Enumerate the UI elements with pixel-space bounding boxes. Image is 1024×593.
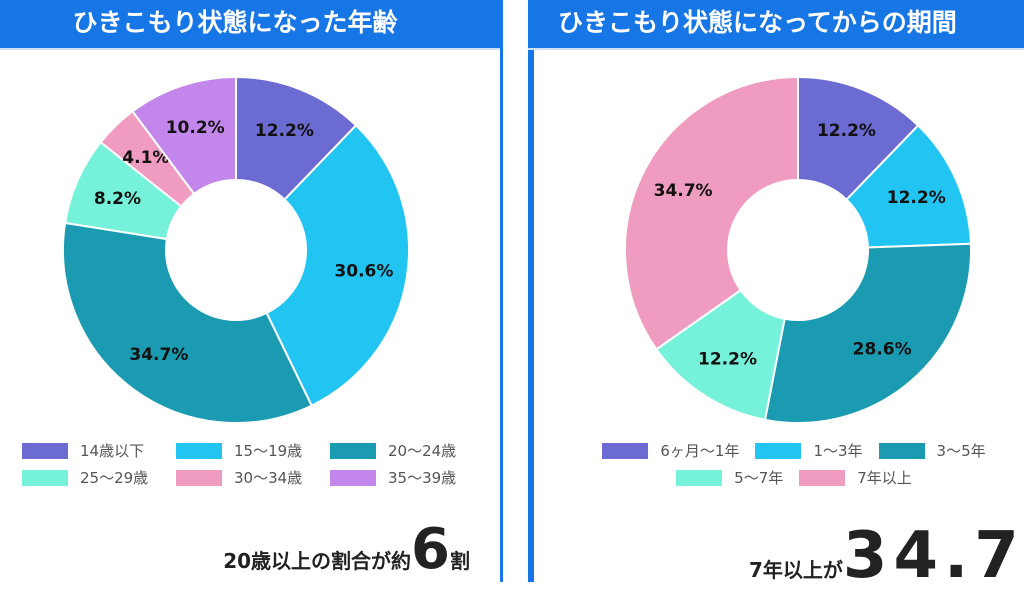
slice-1 <box>845 124 972 249</box>
legend-label: 5〜7年 <box>734 469 784 487</box>
legend-item: 15〜19歳 <box>176 440 314 461</box>
slice-2 <box>62 221 313 424</box>
summary-suffix: 割 <box>450 549 470 573</box>
duration-chart-panel: ひきこもり状態になってからの期間 12.2% 12.2% 28.6% 12.2% 34.… <box>528 0 1024 588</box>
legend-item: 30〜34歳 <box>176 467 314 488</box>
slice-2 <box>763 242 972 424</box>
legend-swatch <box>602 442 649 459</box>
summary-prefix: 7年以上が <box>749 558 843 582</box>
slice-0 <box>797 75 920 202</box>
data-label: 12.2% <box>698 350 757 370</box>
legend-swatch <box>330 469 376 486</box>
data-label: 4.1% <box>122 148 169 168</box>
summary: 20歳以上の割合が約6割 <box>223 522 470 578</box>
chart-title: ひきこもり状態になった年齢 <box>0 0 500 50</box>
legend-label: 3〜5年 <box>936 442 986 460</box>
slice-1 <box>265 123 410 407</box>
data-label: 12.2% <box>887 188 946 208</box>
legend-label: 25〜29歳 <box>80 469 149 487</box>
legend-swatch <box>22 442 68 459</box>
legend-swatch <box>176 442 222 459</box>
legend-item: 5〜7年 <box>676 467 783 488</box>
data-label: 12.2% <box>255 121 314 141</box>
legend-label: 7年以上 <box>857 469 912 487</box>
data-label: 8.2% <box>94 189 141 209</box>
slice-3 <box>654 288 786 421</box>
data-label: 34.7% <box>129 345 188 365</box>
legend-item: 7年以上 <box>799 467 912 488</box>
legend-swatch <box>22 469 68 486</box>
duration-donut-chart: 12.2% 12.2% 28.6% 12.2% 34.7% <box>624 75 972 424</box>
legend-swatch <box>755 442 802 459</box>
slice-4 <box>624 75 799 351</box>
legend: 14歳以下 15〜19歳 20〜24歳 25〜29歳 30〜34歳 35〜39歳 <box>0 440 500 488</box>
legend-label: 6ヶ月〜1年 <box>660 442 740 460</box>
legend-label: 35〜39歳 <box>388 469 457 487</box>
legend-label: 15〜19歳 <box>234 442 303 460</box>
chart-title: ひきこもり状態になってからの期間 <box>528 0 1024 50</box>
legend-item: 25〜29歳 <box>22 467 160 488</box>
legend-swatch <box>676 469 723 486</box>
slice-0 <box>235 75 358 201</box>
age-donut-chart: 12.2% 30.6% 34.7% 8.2% 4.1% 10.2% <box>62 75 410 424</box>
legend-swatch <box>799 469 846 486</box>
legend-item: 14歳以下 <box>22 440 160 461</box>
legend-item: 35〜39歳 <box>330 467 468 488</box>
legend-item: 1〜3年 <box>755 440 863 461</box>
legend-item: 3〜5年 <box>878 440 986 461</box>
legend-label: 30〜34歳 <box>234 469 303 487</box>
data-label: 10.2% <box>166 118 225 138</box>
legend-item: 20〜24歳 <box>330 440 468 461</box>
summary: 7年以上が34.7% <box>749 524 1024 588</box>
legend-label: 20〜24歳 <box>388 442 457 460</box>
legend-swatch <box>176 469 222 486</box>
legend-swatch <box>878 442 925 459</box>
data-label: 34.7% <box>654 181 713 201</box>
age-chart-panel: ひきこもり状態になった年齢 12.2% 30.6% 34.7% 8.2% 4.1% 10.… <box>0 0 503 582</box>
summary-prefix: 20歳以上の割合が約 <box>223 549 412 573</box>
legend-item: 6ヶ月〜1年 <box>602 440 739 461</box>
summary-value: 6 <box>411 517 450 582</box>
legend: 6ヶ月〜1年 1〜3年 3〜5年 5〜7年 7年以上 <box>574 440 1014 488</box>
legend-swatch <box>330 442 376 459</box>
summary-value: 34.7 <box>842 519 1024 593</box>
data-label: 30.6% <box>334 261 393 281</box>
data-label: 12.2% <box>817 121 876 141</box>
data-label: 28.6% <box>853 339 912 359</box>
slice-5 <box>131 75 237 196</box>
legend-label: 14歳以下 <box>80 442 145 460</box>
legend-label: 1〜3年 <box>813 442 863 460</box>
